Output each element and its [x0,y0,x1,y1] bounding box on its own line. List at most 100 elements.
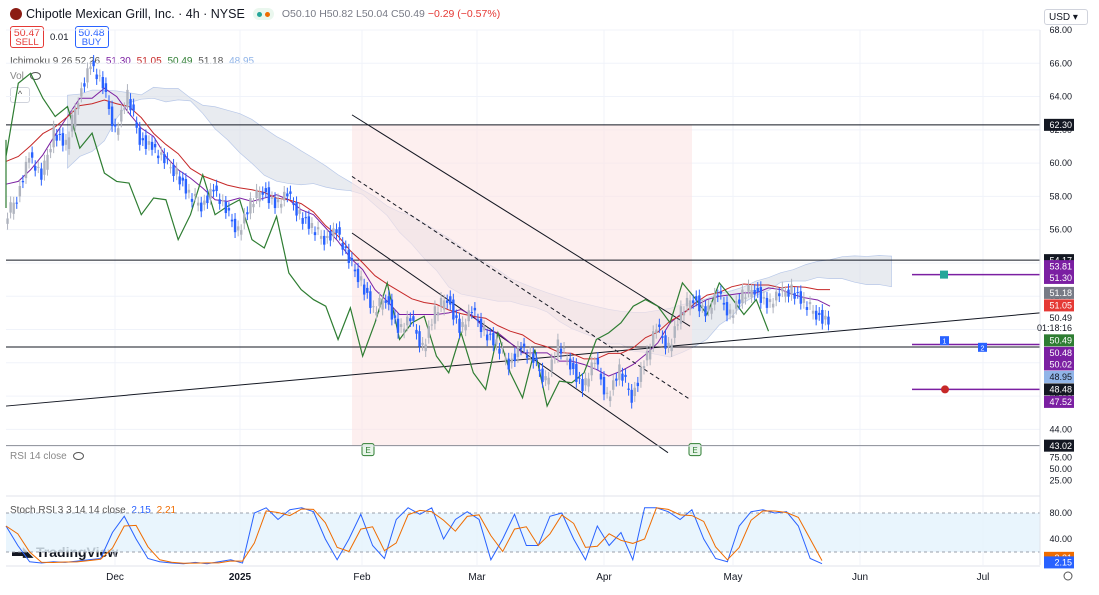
buy-button[interactable]: 50.48 BUY [74,26,109,48]
candle-body [572,362,575,370]
candle-body [92,60,95,67]
candle-body [95,74,98,80]
candle-body [655,329,658,333]
candle-body [218,199,221,204]
candle-body [276,199,280,203]
candle-body [759,287,763,303]
candle-body [581,379,584,392]
time-tick-label: Jun [852,572,868,583]
volume-legend[interactable]: Vol [10,71,44,82]
candle-body [209,188,212,199]
eye-icon[interactable] [72,452,84,461]
candle-body [24,161,28,179]
candle-body [332,228,335,237]
time-axis: Dec 2025 Feb Mar Apr May Jun Jul [6,565,1073,583]
candle-body [160,152,163,155]
candle-body [393,315,397,318]
candle-body [418,331,421,347]
candle-body [793,292,796,299]
price-axis-badge [1044,334,1074,347]
candle-body [756,287,759,293]
candle-body [156,155,160,159]
candle-body [562,347,566,349]
candle-body [642,366,646,369]
stoch-rsi-legend[interactable]: Stoch RSI 3 3 14 14 close 2.15 2.21 [10,505,179,516]
high-value: H50.82 [319,8,354,20]
open-value: O50.10 [281,8,317,20]
rsi-tick-label: 25.00 [1049,476,1072,486]
collapse-legend-button[interactable]: ^ [10,87,30,103]
candle-body [369,291,372,308]
price-axis-badge [1044,358,1074,371]
candle-body [781,287,784,292]
candle-body [6,218,9,224]
candle-body [163,153,166,164]
candle-body [430,324,434,326]
candle-body [283,191,286,201]
price-axis-badge [1044,271,1074,284]
price-axis-badge-label: 47.52 [1049,397,1072,407]
candle-body [575,364,578,382]
ichimoku-tenkan-value: 51.30 [105,56,131,67]
candle-body [550,359,553,372]
candle-body [200,202,203,212]
candle-body [175,168,178,175]
candle-body [169,167,172,169]
candle-body [15,202,18,204]
candle-body [384,300,387,303]
candle-body [406,316,409,326]
candle-body [731,315,735,318]
candle-body [270,197,274,199]
status-dot-icon [264,11,270,17]
price-axis-badge-label: 51.30 [1049,273,1072,283]
candle-body [587,378,590,387]
candle-body [212,189,215,192]
candle-body [753,290,756,295]
eye-icon[interactable] [29,72,41,81]
currency-select[interactable]: USD ▾ [1044,9,1088,25]
price-axis-badge [1044,286,1074,299]
candle-body [117,128,120,135]
candle-body [667,342,670,347]
candle-body [476,319,480,322]
candle-body [273,198,277,209]
candle-body [366,287,369,293]
market-status-badge[interactable] [252,8,274,20]
price-tick-label: 56.00 [1049,225,1072,235]
candle-body [436,312,440,316]
candle-body [402,328,406,333]
ichimoku-legend[interactable]: Ichimoku 9 26 52 26 51.30 51.05 50.49 51… [10,56,257,67]
price-axis-badge [1044,383,1074,396]
candle-body [627,388,630,390]
candle-body [596,357,600,365]
candle-body [578,377,581,379]
candle-body [507,358,510,370]
candle-body [648,349,652,360]
candle-body [470,312,474,314]
candle-body [141,138,145,141]
order-stop-icon [941,385,949,394]
ichimoku-chikou-value: 50.49 [167,56,193,67]
symbol-header: Chipotle Mexican Grill, Inc. · 4h · NYSE… [10,6,500,22]
time-tick-label: Dec [106,572,124,583]
sell-button[interactable]: 50.47 SELL [10,26,44,48]
symbol-title[interactable]: Chipotle Mexican Grill, Inc. · 4h · NYSE [26,7,245,21]
candle-body [664,335,667,349]
candle-body [301,218,304,224]
candlestick-series [6,54,830,409]
ichimoku-kijun-value: 51.05 [136,56,162,67]
rsi-legend[interactable]: RSI 14 close [10,451,87,462]
candle-body [439,297,443,307]
candle-body [827,316,830,325]
time-tick-label: Feb [353,572,371,583]
candle-body [206,195,209,204]
price-axis: 68.0066.0064.0062.0060.0058.0056.0054.00… [1037,25,1074,565]
candle-body [252,203,255,208]
candle-body [49,148,52,153]
price-axis-badge [1044,321,1074,334]
candle-body [249,198,252,214]
candle-body [261,192,264,195]
candle-body [710,307,713,314]
